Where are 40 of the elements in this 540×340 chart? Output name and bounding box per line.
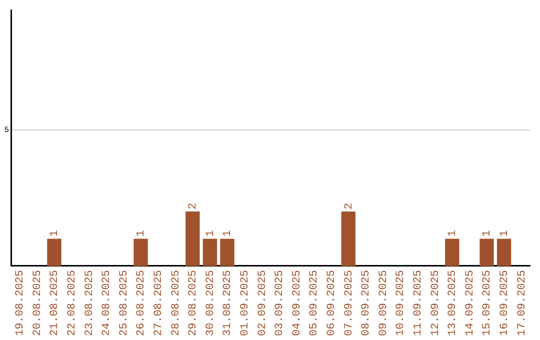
data-label: 1 <box>482 230 494 237</box>
x-tick-label: 24.08.2025 <box>101 270 114 336</box>
x-tick-label: 30.08.2025 <box>204 270 217 336</box>
x-tick-label: 25.08.2025 <box>118 270 130 336</box>
data-label: 1 <box>49 230 62 237</box>
x-tick-label: 04.09.2025 <box>291 270 304 336</box>
data-label: 2 <box>188 202 200 210</box>
x-tick-label: 12.09.2025 <box>430 270 442 336</box>
x-tick-label: 20.08.2025 <box>32 270 44 336</box>
y-tick-label: 5 <box>4 126 10 135</box>
x-tick-label: 13.09.2025 <box>447 270 460 336</box>
x-tick-label: 08.09.2025 <box>360 270 373 336</box>
data-label: 1 <box>136 230 148 237</box>
x-tick-label: 09.09.2025 <box>378 270 390 336</box>
x-tick-label: 29.08.2025 <box>188 270 200 336</box>
data-label: 1 <box>447 230 460 237</box>
x-tick-label: 02.09.2025 <box>256 270 269 336</box>
x-tick-label: 22.08.2025 <box>66 270 78 336</box>
x-tick-label: 17.09.2025 <box>516 270 528 336</box>
x-tick-label: 07.09.2025 <box>343 270 356 336</box>
x-tick-label: 23.08.2025 <box>84 270 96 336</box>
x-tick-label: 10.09.2025 <box>395 270 408 336</box>
data-label: 2 <box>343 202 356 210</box>
data-label: 1 <box>498 230 511 237</box>
x-tick-label: 03.09.2025 <box>274 270 286 336</box>
x-tick-label: 26.08.2025 <box>136 270 148 336</box>
x-tick-label: 15.09.2025 <box>482 270 494 336</box>
x-tick-label: 11.09.2025 <box>412 270 424 336</box>
x-tick-label: 14.09.2025 <box>464 270 476 336</box>
x-tick-label: 16.09.2025 <box>498 270 511 336</box>
x-tick-label: 01.09.2025 <box>239 270 252 336</box>
x-tick-label: 31.08.2025 <box>222 270 234 336</box>
x-tick-label: 28.08.2025 <box>170 270 182 336</box>
data-label: 1 <box>204 230 217 237</box>
data-label: 1 <box>222 230 234 237</box>
x-tick-label: 05.09.2025 <box>308 270 321 336</box>
x-tick-label: 21.08.2025 <box>49 270 62 336</box>
x-tick-label: 27.08.2025 <box>152 270 165 336</box>
x-tick-label: 19.08.2025 <box>14 270 27 336</box>
x-tick-label: 06.09.2025 <box>326 270 338 336</box>
